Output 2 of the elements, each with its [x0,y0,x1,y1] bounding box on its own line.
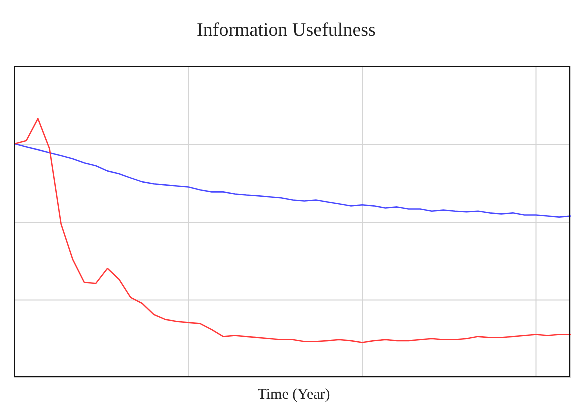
x-axis-title: Time (Year) [256,387,332,404]
chart-title: Information Usefulness [196,20,377,42]
